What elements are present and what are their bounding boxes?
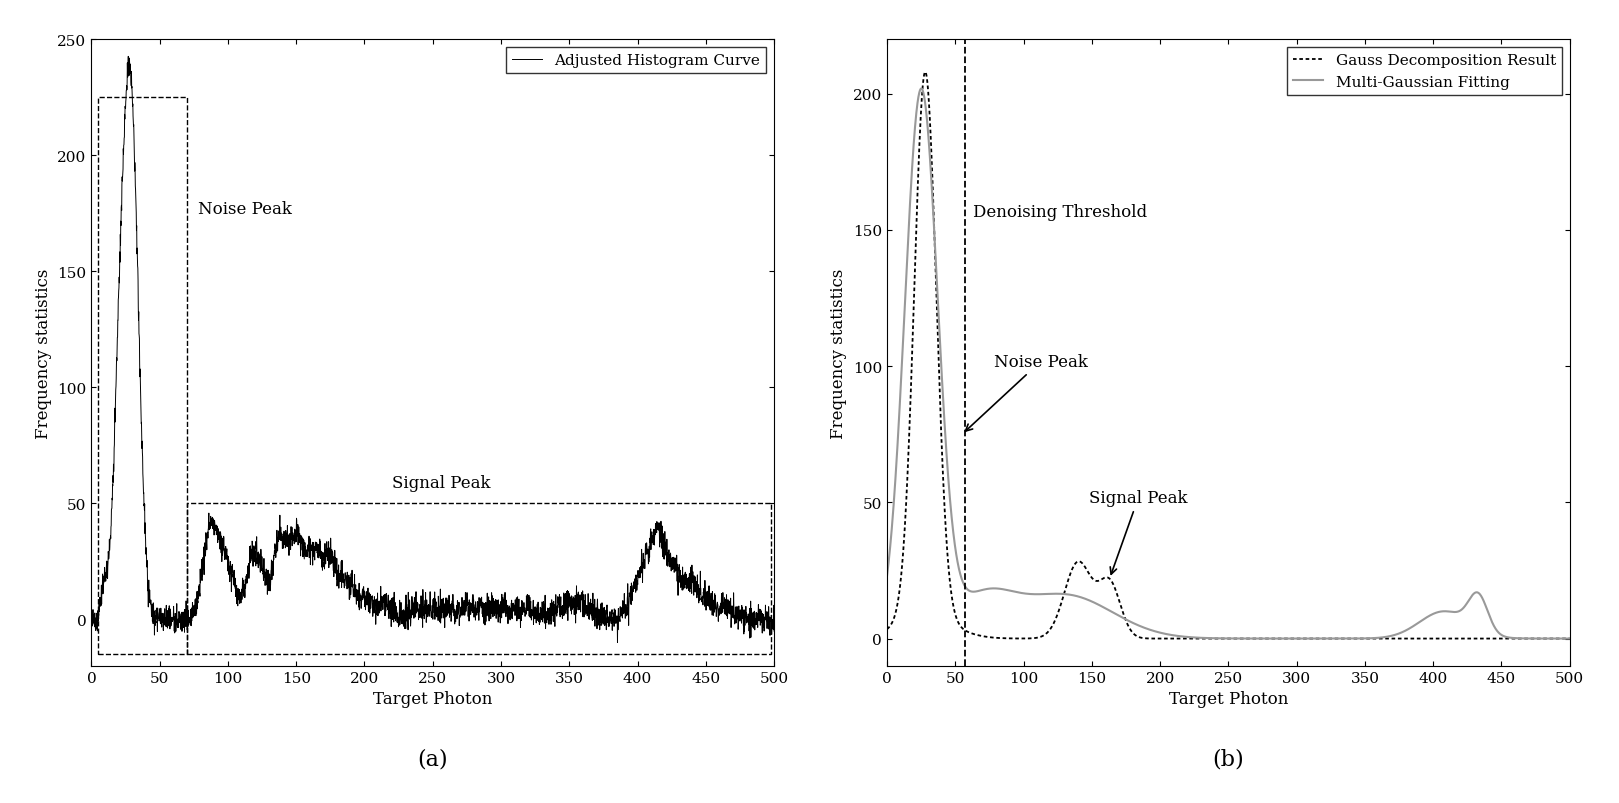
Line: Gauss Decomposition Result: Gauss Decomposition Result: [887, 73, 1570, 638]
Text: Signal Peak: Signal Peak: [392, 475, 491, 491]
Line: Multi-Gaussian Fitting: Multi-Gaussian Fitting: [887, 89, 1570, 638]
Gauss Decomposition Result: [1473, 634, 1493, 643]
Text: Noise Peak: Noise Peak: [198, 201, 291, 218]
X-axis label: Target Photon: Target Photon: [372, 691, 492, 707]
Bar: [186, 503, 771, 654]
Adjusted Histogram Curve: [343, 592, 363, 601]
Adjusted Histogram Curve: [201, 523, 220, 532]
Text: Signal Peak: Signal Peak: [1090, 490, 1188, 574]
Text: Noise Peak: Noise Peak: [965, 353, 1088, 431]
Gauss Decomposition Result: [1546, 634, 1566, 643]
Gauss Decomposition Result: [1561, 634, 1580, 643]
X-axis label: Target Photon: Target Photon: [1169, 691, 1289, 707]
Legend: Gauss Decomposition Result, Multi-Gaussian Fitting: Gauss Decomposition Result, Multi-Gaussi…: [1287, 48, 1562, 96]
Bar: [99, 98, 186, 654]
Multi-Gaussian Fitting: [1140, 625, 1159, 634]
Adjusted Histogram Curve: [678, 574, 698, 584]
Gauss Decomposition Result: [1140, 634, 1159, 643]
Gauss Decomposition Result: [877, 625, 897, 634]
Multi-Gaussian Fitting: [1169, 631, 1188, 641]
Adjusted Histogram Curve: [81, 614, 100, 624]
Multi-Gaussian Fitting: [1561, 634, 1580, 643]
Gauss Decomposition Result: [1169, 634, 1188, 643]
Legend: Adjusted Histogram Curve: Adjusted Histogram Curve: [505, 48, 766, 74]
Gauss Decomposition Result: [996, 634, 1015, 643]
Line: Adjusted Histogram Curve: Adjusted Histogram Curve: [91, 57, 774, 642]
Multi-Gaussian Fitting: [1473, 595, 1493, 605]
Adjusted Histogram Curve: [751, 617, 771, 626]
Adjusted Histogram Curve: [374, 605, 393, 614]
Y-axis label: Frequency statistics: Frequency statistics: [831, 268, 847, 438]
Adjusted Histogram Curve: [764, 626, 784, 636]
Multi-Gaussian Fitting: [911, 84, 931, 94]
Gauss Decomposition Result: [955, 626, 975, 635]
Adjusted Histogram Curve: [607, 638, 627, 647]
Text: Denoising Threshold: Denoising Threshold: [973, 204, 1148, 221]
Adjusted Histogram Curve: [118, 52, 138, 62]
Gauss Decomposition Result: [915, 68, 934, 78]
Text: (b): (b): [1213, 748, 1245, 769]
Multi-Gaussian Fitting: [877, 572, 897, 581]
Multi-Gaussian Fitting: [955, 582, 975, 592]
Y-axis label: Frequency statistics: Frequency statistics: [34, 268, 52, 438]
Text: (a): (a): [418, 748, 448, 769]
Multi-Gaussian Fitting: [996, 585, 1015, 595]
Multi-Gaussian Fitting: [1546, 634, 1566, 643]
Adjusted Histogram Curve: [160, 616, 180, 626]
